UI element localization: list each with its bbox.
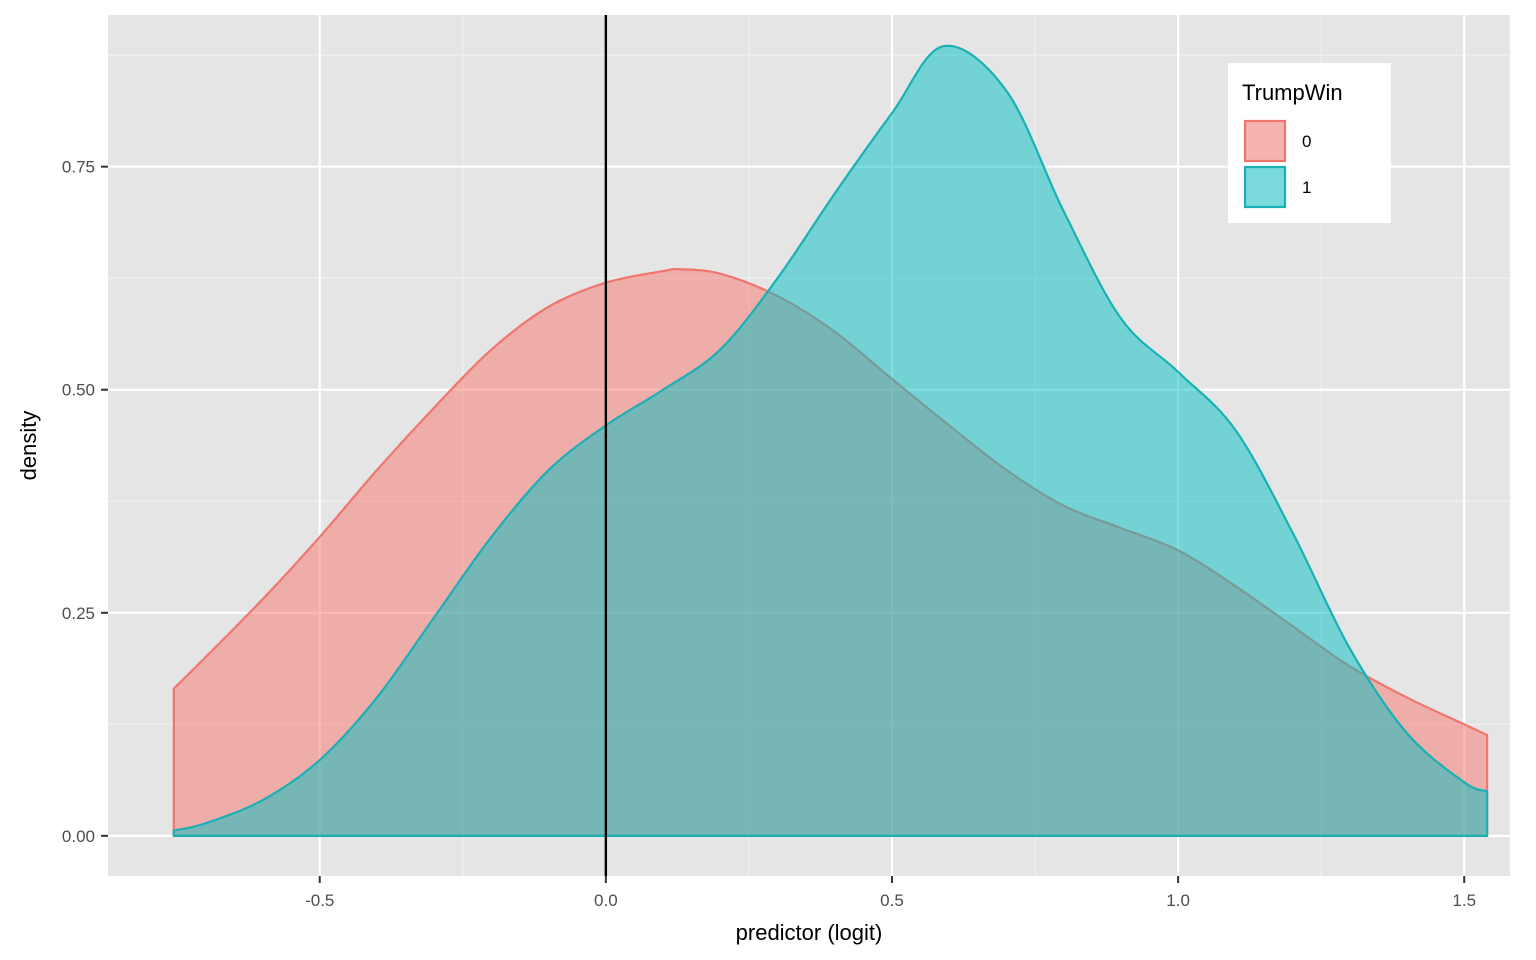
y-tick-label: 0.25: [62, 604, 95, 623]
x-tick-label: 0.0: [594, 891, 618, 910]
x-tick-label: 1.5: [1452, 891, 1476, 910]
legend-items: 01: [1243, 119, 1311, 209]
x-tick-label: -0.5: [305, 891, 334, 910]
y-axis-title: density: [16, 411, 41, 481]
y-tick-label: 0.50: [62, 381, 95, 400]
y-tick-label: 0.75: [62, 158, 95, 177]
density-areas: [172, 44, 1489, 837]
legend-label: 0: [1302, 132, 1311, 151]
density-area-series-1: [172, 44, 1489, 837]
legend-label: 1: [1302, 178, 1311, 197]
x-tick-label: 0.5: [880, 891, 904, 910]
legend: TrumpWin 01: [1228, 63, 1391, 223]
x-tick-label: 1.0: [1166, 891, 1190, 910]
x-axis: -0.5 0.0 0.5 1.0 1.5: [305, 876, 1476, 910]
legend-key-swatch: [1243, 119, 1287, 163]
y-axis: 0.00 0.25 0.50 0.75: [62, 158, 108, 846]
legend-title: TrumpWin: [1242, 80, 1343, 105]
legend-key-swatch: [1243, 165, 1287, 209]
x-axis-title: predictor (logit): [736, 920, 883, 945]
y-tick-label: 0.00: [62, 827, 95, 846]
